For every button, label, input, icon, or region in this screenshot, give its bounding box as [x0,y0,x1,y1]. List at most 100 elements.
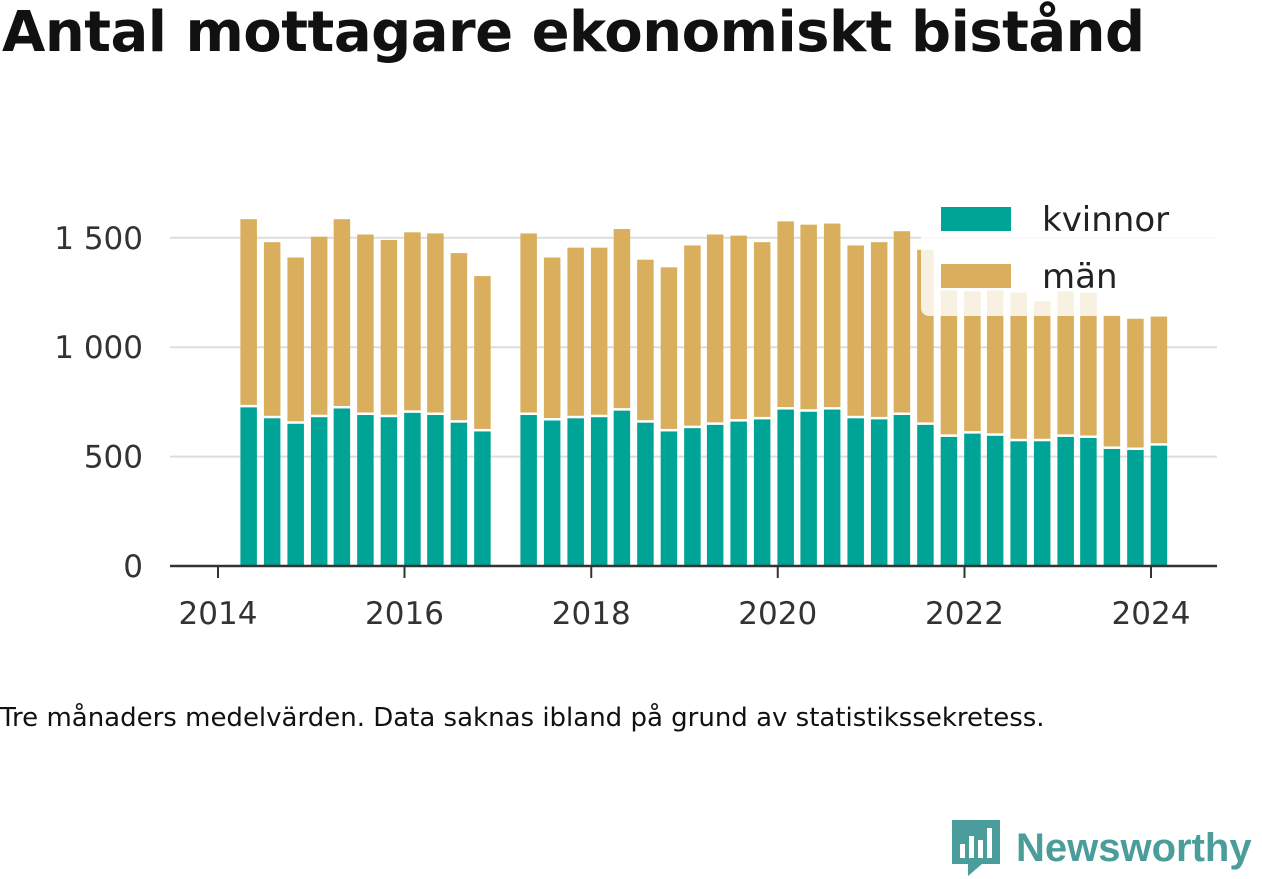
x-tick-label: 2014 [179,596,258,632]
bar-man [543,257,561,418]
bar-kvinnor [1033,441,1051,566]
bar-kvinnor [520,415,537,566]
chart-caption: Tre månaders medelvärden. Data saknas ib… [0,703,1045,733]
bar-man [380,239,398,415]
bar-man [1150,316,1168,444]
bar-kvinnor [777,409,794,566]
bar-kvinnor [1150,445,1168,566]
bar-kvinnor [684,428,701,566]
bar-kvinnor [964,433,981,566]
legend-label: kvinnor [1042,200,1169,240]
legend-swatch [941,264,1011,288]
x-tick-label: 2018 [552,596,631,632]
bar-man [567,247,584,416]
bar-kvinnor [753,419,771,566]
y-axis-ticks: 0 500 1 000 1 500 [54,221,143,585]
bar-kvinnor [404,412,421,566]
bar-man [753,242,771,417]
bar-kvinnor [940,436,958,566]
bar-man [1080,292,1097,436]
bar-man [823,223,841,408]
bar-man [637,259,654,421]
bar-man [706,234,724,423]
bar-kvinnor [333,408,351,566]
bar-kvinnor [450,422,468,566]
y-tick-label: 0 [123,549,143,585]
bar-kvinnor [380,417,398,566]
bar-kvinnor [1080,438,1097,566]
bar-man [870,242,888,417]
legend-swatch [941,207,1011,231]
x-tick-label: 2016 [365,596,444,632]
bar-man [1010,292,1027,439]
bar-man [263,242,281,416]
bar-man [474,276,491,429]
bar-kvinnor [1103,448,1121,566]
bar-man [800,224,817,410]
bar-kvinnor [543,420,561,566]
bar-kvinnor [730,421,747,566]
bar-man [404,232,421,411]
bar-man [893,231,911,413]
x-axis: 2014 2016 2018 2020 2022 2024 [170,564,1217,632]
bar-man [1103,315,1121,447]
bar-kvinnor [427,415,444,566]
brand-name: Newsworthy [1016,825,1252,870]
bar-man [847,245,864,416]
bar-man [310,236,328,415]
bar-kvinnor [590,417,608,566]
bar-kvinnor [1010,441,1027,566]
bar-man [590,247,608,415]
bar-man [450,253,468,421]
bar-kvinnor [800,411,817,566]
bar-kvinnor [287,423,304,566]
legend: kvinnor män [921,196,1219,316]
bar-man [520,233,537,413]
bar-kvinnor [263,418,281,566]
bar-kvinnor [637,422,654,566]
bar-kvinnor [240,407,257,566]
brand-logo: Newsworthy [950,818,1252,878]
bar-kvinnor [357,415,374,566]
y-tick-label: 1 500 [54,221,143,257]
bars [240,219,1168,566]
bar-man [940,290,958,435]
bar-kvinnor [1057,436,1074,566]
y-tick-label: 1 000 [54,330,143,366]
bar-kvinnor [893,415,911,566]
x-tick-label: 2020 [738,596,817,632]
bar-man [660,267,678,429]
bar-kvinnor [1127,450,1144,566]
bar-man [1033,301,1051,439]
bar-kvinnor [613,410,631,566]
x-tick-label: 2024 [1112,596,1191,632]
bar-kvinnor [986,435,1004,566]
bar-man [333,219,351,406]
bar-kvinnor [706,424,724,566]
bar-kvinnor [660,431,678,566]
bar-man [777,221,794,408]
bar-kvinnor [567,418,584,566]
bar-man [427,233,444,413]
y-tick-label: 500 [84,440,143,476]
bar-man [730,235,747,420]
bar-kvinnor [847,418,864,566]
bar-man [1057,291,1074,435]
bar-man [613,229,631,409]
bar-kvinnor [823,409,841,566]
bar-man [964,291,981,432]
bar-man [287,257,304,422]
bar-kvinnor [310,417,328,566]
bar-man [357,234,374,413]
bar-kvinnor [917,424,934,566]
bar-man [684,245,701,426]
bar-man [240,219,257,405]
chart-title: Antal mottagare ekonomiskt bistånd [2,0,1145,65]
x-tick-label: 2022 [925,596,1004,632]
bar-kvinnor [474,431,491,566]
bar-man [1127,318,1144,448]
bar-kvinnor [870,419,888,566]
newsworthy-logo-icon [952,820,1000,876]
legend-label: män [1042,257,1118,297]
